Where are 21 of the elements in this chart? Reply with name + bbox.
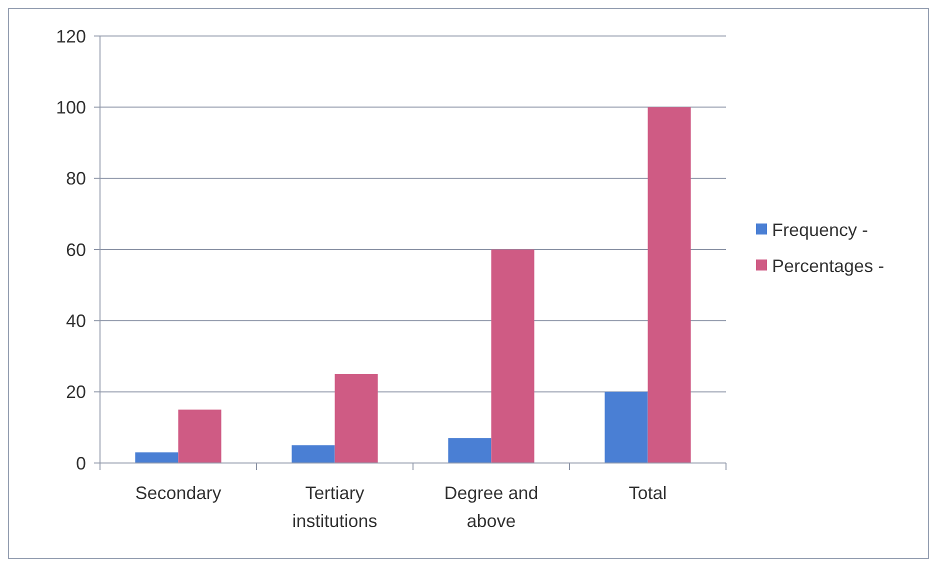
x-tick-label: Total xyxy=(628,483,667,503)
legend-label: Frequency - xyxy=(772,220,868,240)
y-tick-label: 0 xyxy=(76,453,86,474)
x-tick-label: Secondary xyxy=(135,483,222,503)
y-tick-label: 80 xyxy=(66,168,86,189)
legend-label: Percentages - xyxy=(772,256,884,276)
bar xyxy=(178,410,222,463)
bar xyxy=(292,445,335,463)
bar xyxy=(648,107,691,463)
bar xyxy=(448,438,492,463)
x-tick-label: Tertiary institutions xyxy=(292,483,378,531)
y-tick-label: 60 xyxy=(66,240,86,260)
bar xyxy=(491,250,534,463)
bar xyxy=(604,392,648,463)
bar xyxy=(334,374,378,463)
y-tick-label: 40 xyxy=(66,310,86,331)
y-tick-label: 120 xyxy=(56,26,86,46)
y-tick-label: 20 xyxy=(66,382,86,402)
x-tick-label: Degree and above xyxy=(444,483,538,531)
y-tick-label: 100 xyxy=(56,97,86,118)
bar xyxy=(135,452,178,463)
